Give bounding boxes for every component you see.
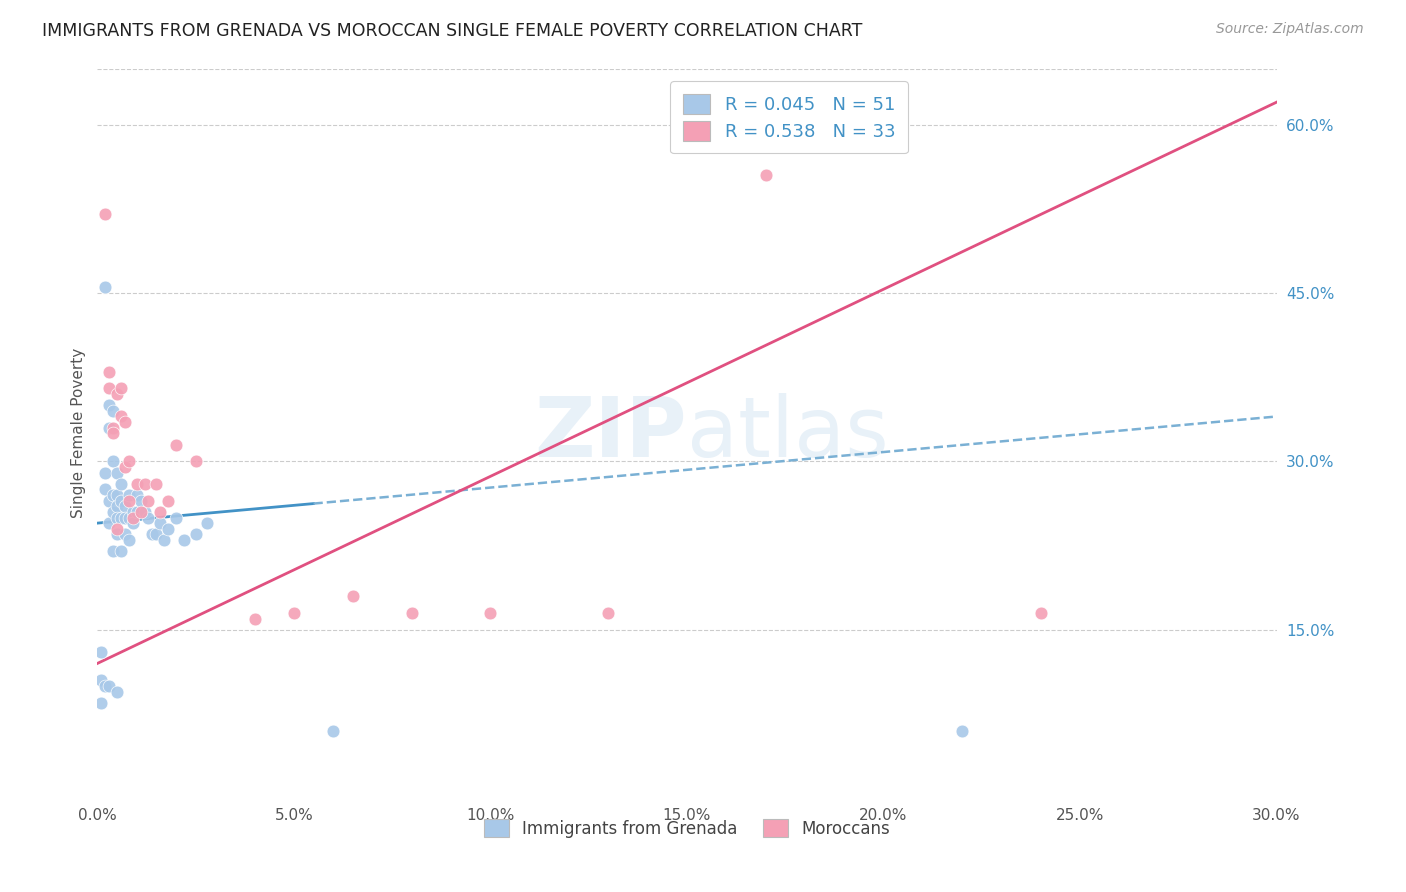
Point bbox=[342, 589, 364, 603]
Point bbox=[105, 684, 128, 698]
Point bbox=[114, 415, 136, 429]
Point bbox=[118, 510, 141, 524]
Point bbox=[165, 510, 187, 524]
Point bbox=[101, 404, 124, 418]
Point bbox=[110, 544, 132, 558]
Point bbox=[98, 516, 121, 530]
Point bbox=[138, 510, 160, 524]
Point bbox=[149, 505, 172, 519]
Point bbox=[197, 516, 219, 530]
Point bbox=[94, 483, 117, 497]
Point bbox=[101, 505, 124, 519]
Point bbox=[243, 611, 266, 625]
Point bbox=[110, 493, 132, 508]
Point bbox=[114, 460, 136, 475]
Point bbox=[118, 533, 141, 547]
Point bbox=[149, 516, 172, 530]
Point bbox=[110, 510, 132, 524]
Text: atlas: atlas bbox=[688, 392, 889, 474]
Point bbox=[121, 505, 143, 519]
Point bbox=[98, 493, 121, 508]
Point bbox=[121, 516, 143, 530]
Point bbox=[94, 466, 117, 480]
Point bbox=[401, 606, 423, 620]
Point bbox=[98, 398, 121, 412]
Point bbox=[141, 527, 163, 541]
Point bbox=[1029, 606, 1052, 620]
Point bbox=[90, 645, 112, 659]
Point bbox=[157, 493, 180, 508]
Point bbox=[105, 466, 128, 480]
Text: IMMIGRANTS FROM GRENADA VS MOROCCAN SINGLE FEMALE POVERTY CORRELATION CHART: IMMIGRANTS FROM GRENADA VS MOROCCAN SING… bbox=[42, 22, 862, 40]
Point bbox=[105, 510, 128, 524]
Legend: Immigrants from Grenada, Moroccans: Immigrants from Grenada, Moroccans bbox=[478, 813, 897, 845]
Point bbox=[125, 476, 148, 491]
Point bbox=[145, 476, 167, 491]
Point bbox=[118, 488, 141, 502]
Point bbox=[145, 527, 167, 541]
Point bbox=[153, 533, 176, 547]
Point bbox=[101, 426, 124, 441]
Point bbox=[114, 527, 136, 541]
Point bbox=[114, 500, 136, 514]
Point bbox=[101, 488, 124, 502]
Point bbox=[105, 522, 128, 536]
Point bbox=[134, 505, 156, 519]
Point bbox=[129, 493, 152, 508]
Point bbox=[98, 365, 121, 379]
Point bbox=[110, 381, 132, 395]
Point bbox=[110, 409, 132, 424]
Point bbox=[98, 679, 121, 693]
Point bbox=[98, 421, 121, 435]
Point bbox=[94, 679, 117, 693]
Text: Source: ZipAtlas.com: Source: ZipAtlas.com bbox=[1216, 22, 1364, 37]
Point bbox=[165, 437, 187, 451]
Point bbox=[121, 510, 143, 524]
Point bbox=[754, 168, 776, 182]
Text: ZIP: ZIP bbox=[534, 392, 688, 474]
Point bbox=[950, 723, 973, 738]
Point bbox=[173, 533, 195, 547]
Point bbox=[157, 522, 180, 536]
Point bbox=[94, 280, 117, 294]
Point bbox=[101, 421, 124, 435]
Point bbox=[98, 381, 121, 395]
Point bbox=[479, 606, 502, 620]
Point bbox=[105, 488, 128, 502]
Point bbox=[118, 493, 141, 508]
Point bbox=[134, 476, 156, 491]
Point bbox=[101, 544, 124, 558]
Y-axis label: Single Female Poverty: Single Female Poverty bbox=[72, 348, 86, 518]
Point bbox=[184, 454, 207, 468]
Point bbox=[114, 510, 136, 524]
Point bbox=[94, 207, 117, 221]
Point bbox=[125, 488, 148, 502]
Point bbox=[101, 454, 124, 468]
Point bbox=[110, 476, 132, 491]
Point bbox=[138, 493, 160, 508]
Point bbox=[598, 606, 620, 620]
Point bbox=[105, 527, 128, 541]
Point bbox=[125, 505, 148, 519]
Point bbox=[105, 500, 128, 514]
Point bbox=[184, 527, 207, 541]
Point bbox=[322, 723, 344, 738]
Point bbox=[129, 505, 152, 519]
Point bbox=[283, 606, 305, 620]
Point bbox=[90, 696, 112, 710]
Point bbox=[90, 673, 112, 688]
Point bbox=[118, 454, 141, 468]
Point bbox=[105, 387, 128, 401]
